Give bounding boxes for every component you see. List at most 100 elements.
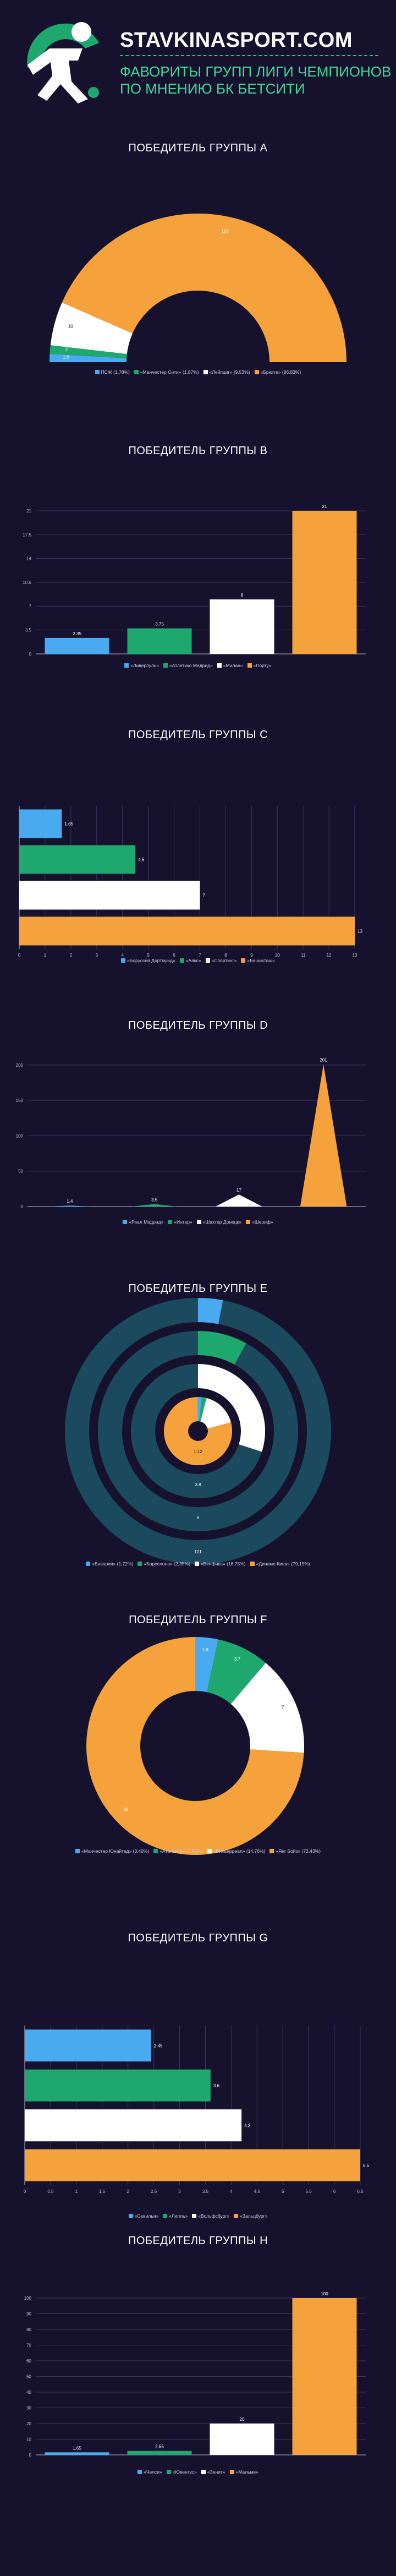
legend-label: «Севилья» bbox=[134, 2213, 159, 2219]
ring-arc bbox=[198, 1298, 223, 1324]
legend-item: «Брюгге» (86,83%) bbox=[254, 369, 301, 375]
bar-label: 6.5 bbox=[363, 2163, 370, 2168]
y-tick-label: 30 bbox=[26, 2406, 31, 2411]
legend-label: «Динамо Киев» (79,15%) bbox=[256, 1560, 310, 1567]
x-tick-label: 6 bbox=[173, 953, 175, 958]
legend-swatch bbox=[134, 369, 139, 374]
x-tick-label: 3.5 bbox=[202, 2189, 209, 2194]
x-tick-label: 0 bbox=[24, 2189, 26, 2194]
legend-item: «Атлетико Мадрид» bbox=[163, 662, 213, 668]
slice bbox=[86, 1637, 304, 1855]
ring-arc bbox=[198, 1364, 265, 1452]
slice-label: 35 bbox=[123, 1807, 128, 1812]
legend-swatch bbox=[254, 369, 259, 374]
x-tick-label: 0 bbox=[18, 953, 21, 958]
chart-title: Победитель группы A bbox=[128, 142, 268, 154]
legend-label: ПСЖ (1,78%) bbox=[101, 369, 130, 375]
chart-plot: 0 3.5 7 10.5 14 17.5 21 2.35 3.75 8 21 bbox=[23, 504, 366, 657]
slice-label: 7 bbox=[282, 1705, 284, 1710]
ring-slice bbox=[164, 1397, 232, 1465]
legend-label: «Атлетико Мадрид» bbox=[169, 662, 213, 668]
legend-item: «Бешикташ» bbox=[241, 957, 275, 963]
bar-label: 100 bbox=[321, 2291, 328, 2296]
legend-swatch bbox=[192, 2213, 197, 2218]
ring-label: 1.12 bbox=[194, 1449, 202, 1454]
x-tick-label: 4 bbox=[121, 953, 124, 958]
legend-swatch bbox=[138, 2469, 142, 2474]
slice-label: 1.9 bbox=[63, 354, 70, 359]
legend-swatch bbox=[95, 369, 100, 374]
ring-label: 101 bbox=[194, 1549, 202, 1554]
bar-label: 8 bbox=[241, 593, 244, 598]
y-tick-label: 7 bbox=[29, 604, 32, 609]
x-tick-label: 11 bbox=[301, 953, 306, 958]
chart-plot: 1.9 2 10 100 bbox=[50, 214, 346, 362]
legend-swatch bbox=[163, 663, 168, 668]
bar bbox=[25, 2069, 211, 2102]
y-tick-label: 20 bbox=[26, 2421, 31, 2426]
legend-item: «Ливерпуль» bbox=[124, 662, 159, 668]
peak bbox=[131, 1204, 178, 1207]
x-tick-label: 10 bbox=[275, 953, 280, 958]
y-tick-label: 50 bbox=[26, 2375, 31, 2379]
chart-title: Победитель группы D bbox=[128, 1019, 268, 1032]
bar-label: 2.35 bbox=[73, 631, 81, 636]
ring-slice bbox=[198, 1397, 202, 1422]
x-tick-label: 4.5 bbox=[254, 2189, 261, 2194]
slice bbox=[195, 1637, 218, 1693]
x-tick-label: 5.5 bbox=[306, 2189, 312, 2194]
legend-item: «Шахтер Донецк» bbox=[196, 1219, 241, 1225]
chart-legend: ПСЖ (1,78%) «Манчестер Сити» (1,87%) «Лейп… bbox=[0, 369, 396, 375]
y-tick-label: 14 bbox=[26, 556, 31, 561]
legend-swatch bbox=[207, 1848, 212, 1853]
bar bbox=[210, 599, 274, 654]
legend-label: «Лейпциг» (9,53%) bbox=[209, 369, 250, 375]
bar bbox=[19, 881, 200, 910]
subtitle-line-1: Фавориты групп Лиги Чемпионов bbox=[120, 63, 392, 80]
legend-label: «Барселона» (2,35%) bbox=[144, 1560, 190, 1567]
header: STAVKINASPORT.COM Фавориты групп Лиги Че… bbox=[0, 0, 396, 116]
legend-swatch bbox=[234, 2213, 239, 2218]
chart-plot: 0 10 20 30 40 50 60 70 80 90 100 1.65 2.55 20 100 bbox=[24, 2291, 366, 2458]
legend-swatch bbox=[241, 958, 246, 963]
bar-label: 20 bbox=[240, 2417, 245, 2422]
legend-item: «Боруссия Дортмунд» bbox=[121, 957, 175, 963]
legend-item: ПСЖ (1,78%) bbox=[95, 369, 130, 375]
chart-group-d: Победитель группы D 0 50 100 150 200 1.4 3.5 17… bbox=[0, 1019, 396, 1240]
legend-item: «Вильярреал» (14,76%) bbox=[207, 1848, 265, 1854]
bar bbox=[19, 845, 136, 874]
chart-group-e: Победитель группы E 1.12 3.8 6 101 «Бавария… bbox=[0, 1282, 396, 1574]
x-tick-label: 13 bbox=[353, 953, 358, 958]
legend-item: «Динамо Киев» (79,15%) bbox=[250, 1560, 310, 1567]
x-tick-label: 4 bbox=[230, 2189, 233, 2194]
legend-label: «Аталанта» (7,65%) bbox=[160, 1848, 203, 1854]
chart-title: Победитель группы G bbox=[128, 1932, 268, 1944]
x-tick-label: 2.5 bbox=[151, 2189, 157, 2194]
bar bbox=[45, 2452, 109, 2455]
y-tick-label: 17.5 bbox=[23, 532, 31, 537]
legend-label: «Лилль» bbox=[169, 2213, 188, 2219]
chart-plot: 0 50 100 150 200 1.4 3.5 17 201 bbox=[16, 1058, 366, 1209]
chart-plot: 1.12 3.8 6 101 bbox=[65, 1298, 331, 1564]
legend-item: «Лейпциг» (9,53%) bbox=[203, 369, 250, 375]
legend-label: «Янг Бойз» (73,43%) bbox=[276, 1848, 321, 1854]
y-tick-label: 0 bbox=[21, 1204, 24, 1209]
slice-label: 3.7 bbox=[234, 1657, 241, 1662]
bar-label: 21 bbox=[322, 504, 327, 509]
peak-label: 17 bbox=[237, 1188, 241, 1193]
brand-divider bbox=[120, 55, 378, 56]
y-tick-label: 0 bbox=[29, 2453, 32, 2458]
bar bbox=[19, 916, 355, 946]
legend-label: «Милан» bbox=[223, 662, 243, 668]
legend-label: «Реал Мадрид» bbox=[129, 1219, 164, 1225]
slice bbox=[50, 302, 133, 354]
x-tick-label: 5 bbox=[147, 953, 150, 958]
legend-swatch bbox=[124, 663, 129, 668]
legend-label: «Боруссия Дортмунд» bbox=[127, 957, 175, 963]
y-tick-label: 3.5 bbox=[25, 628, 32, 633]
bar-label: 3.6 bbox=[213, 2083, 220, 2088]
bar-label: 2.45 bbox=[154, 2043, 163, 2048]
legend-swatch bbox=[163, 2213, 168, 2218]
legend-swatch bbox=[205, 958, 210, 963]
legend-label: «Вольфсбург» bbox=[198, 2213, 230, 2219]
